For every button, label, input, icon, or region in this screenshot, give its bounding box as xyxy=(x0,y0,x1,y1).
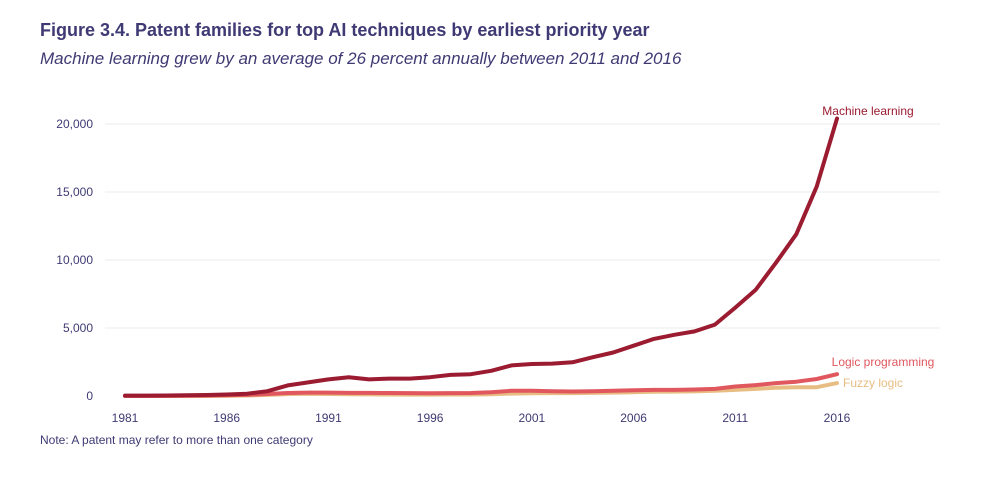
y-tick-label: 20,000 xyxy=(56,117,93,131)
y-tick-label: 15,000 xyxy=(56,185,93,199)
x-tick-label: 1981 xyxy=(112,411,139,425)
x-tick-label: 1986 xyxy=(213,411,240,425)
series-label-logic-programming: Logic programming xyxy=(832,355,935,369)
gridlines xyxy=(105,123,940,329)
y-tick-label: 0 xyxy=(86,389,93,403)
x-tick-label: 2016 xyxy=(824,411,851,425)
x-tick-label: 2001 xyxy=(519,411,546,425)
x-tick-label: 1991 xyxy=(315,411,342,425)
y-tick-label: 10,000 xyxy=(56,253,93,267)
x-tick-label: 1996 xyxy=(417,411,444,425)
x-tick-label: 2011 xyxy=(722,411,748,425)
series-label-fuzzy-logic: Fuzzy logic xyxy=(843,376,903,390)
series-label-machine-learning: Machine learning xyxy=(822,104,913,118)
y-axis-tick-labels: 0 5,000 10,000 15,000 20,000 xyxy=(56,117,93,403)
chart-note: Note: A patent may refer to more than on… xyxy=(40,433,313,447)
x-tick-label: 2006 xyxy=(620,411,647,425)
x-axis-tick-labels: 1981 1986 1991 1996 2001 2006 2011 2016 xyxy=(112,411,851,425)
chart-subtitle: Machine learning grew by an average of 2… xyxy=(40,49,682,68)
series-lines xyxy=(123,116,839,398)
series-labels: Machine learning Logic programming Fuzzy l… xyxy=(822,104,934,390)
y-tick-label: 5,000 xyxy=(63,321,93,335)
series-line-machine-learning xyxy=(123,116,839,398)
chart-title: Figure 3.4. Patent families for top AI t… xyxy=(40,20,650,40)
